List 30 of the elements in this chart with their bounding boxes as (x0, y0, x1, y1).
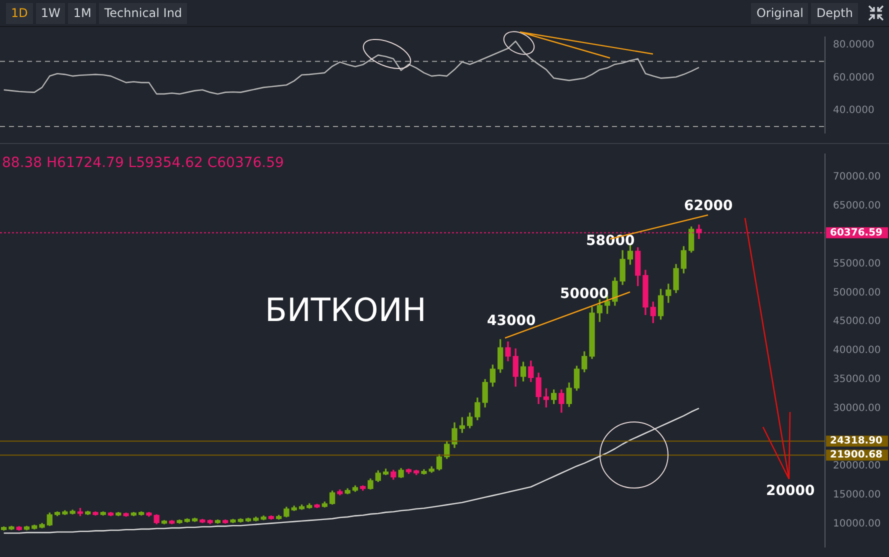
y-tick-label: 15000.00 (833, 490, 881, 501)
y-tick-label: 40.0000 (833, 104, 874, 116)
annotation: 50000 (560, 286, 609, 302)
annotation: 20000 (766, 483, 815, 499)
annotation: БИТКОИН (265, 291, 426, 329)
text: 1W (36, 2, 66, 24)
annotation: 58000 (586, 233, 635, 249)
y-tick-label: 10000.00 (833, 518, 881, 530)
y-tick-label: 35000.00 (833, 374, 881, 385)
y-tick-label: 55000.00 (833, 258, 881, 270)
y-tick-label: 30000.00 (833, 402, 881, 414)
y-tick-label: 45000.00 (833, 316, 881, 328)
annotation: 88.38 H61724.79 L59354.62 C60376.59 (2, 155, 284, 171)
text: Original (751, 2, 808, 24)
y-tick-label: 80.0000 (833, 40, 874, 51)
annotation: 43000 (487, 313, 536, 329)
text: 1D (6, 2, 33, 24)
y-tick-label: 65000.00 (833, 200, 881, 212)
y-tick-label: 70000.00 (833, 172, 881, 183)
ref-line-label: 60376.59 (830, 227, 883, 238)
y-tick-label: 50000.00 (833, 287, 881, 298)
y-tick-label: 40000.00 (833, 345, 881, 356)
annotation: 62000 (684, 198, 733, 214)
ref-line-label: 24318.90 (830, 436, 883, 447)
y-tick-label: 60.0000 (833, 72, 874, 84)
text: Technical Ind (99, 2, 188, 24)
text: 1M (68, 2, 96, 24)
text: Depth (811, 2, 858, 24)
ref-line-label: 21900.68 (830, 450, 883, 461)
y-tick-label: 20000.00 (833, 460, 881, 472)
